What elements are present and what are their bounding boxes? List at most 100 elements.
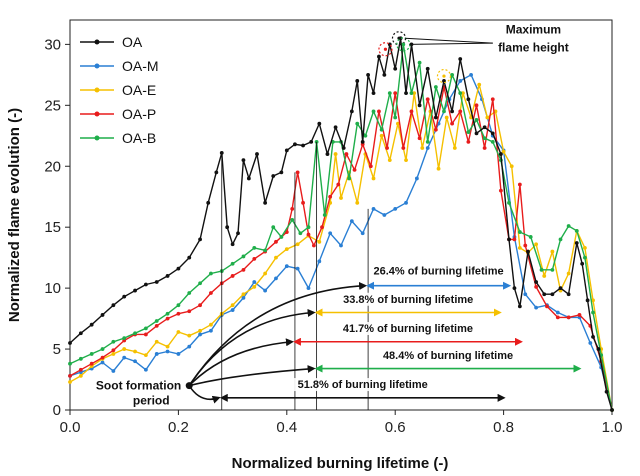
data-point — [306, 225, 311, 230]
data-point — [509, 164, 514, 169]
data-point — [295, 266, 300, 271]
data-point — [566, 315, 571, 320]
data-point — [517, 182, 522, 187]
data-point — [452, 146, 457, 150]
data-point — [534, 242, 539, 247]
data-point — [461, 91, 465, 96]
x-tick-label: 1.0 — [602, 419, 623, 436]
peak-marker-circle — [436, 68, 452, 84]
peak-callout-line — [409, 42, 493, 45]
data-point — [404, 200, 408, 205]
data-point — [111, 303, 116, 308]
y-tick-label: 25 — [44, 97, 61, 114]
data-point — [387, 158, 392, 163]
x-tick-label: 0.0 — [60, 419, 81, 436]
data-point — [252, 285, 257, 289]
data-point — [133, 349, 137, 354]
y-tick-label: 20 — [44, 158, 61, 175]
data-point — [591, 334, 595, 339]
data-point — [78, 331, 83, 336]
data-point — [591, 310, 595, 315]
y-tick-label: 15 — [44, 219, 61, 236]
data-point — [306, 232, 311, 237]
legend-label: OA-E — [122, 82, 156, 98]
data-point — [89, 361, 94, 366]
data-point — [78, 367, 83, 372]
data-point — [566, 271, 571, 276]
peak-marker-dot — [383, 47, 388, 51]
soot-curve-arrow — [188, 385, 221, 404]
series-line — [69, 37, 613, 411]
y-tick-label: 10 — [44, 280, 61, 297]
data-point — [404, 158, 408, 163]
legend-swatch-dot — [94, 87, 100, 93]
data-point — [501, 149, 506, 154]
data-point — [482, 146, 487, 150]
data-point — [165, 349, 170, 354]
data-point — [111, 348, 116, 353]
legend: OA OA-M OA-E OA-P OA-B — [80, 34, 159, 146]
legend-item-oa-b: OA-B — [80, 130, 156, 146]
data-point — [433, 127, 438, 132]
data-point — [450, 109, 455, 114]
data-point — [78, 373, 83, 378]
data-point — [417, 136, 422, 141]
legend-label: OA — [122, 34, 143, 50]
data-point — [485, 115, 490, 120]
y-tick-label: 5 — [53, 341, 61, 358]
data-point — [550, 292, 555, 297]
data-point — [393, 115, 398, 120]
data-point — [263, 288, 268, 293]
data-point — [165, 344, 170, 349]
data-point — [420, 146, 425, 150]
data-point — [176, 352, 181, 356]
data-point — [555, 310, 560, 315]
data-point — [230, 308, 235, 312]
series-oa-p — [68, 85, 614, 412]
soot-curve-arrow — [188, 338, 294, 387]
data-point — [100, 313, 105, 317]
data-point — [347, 176, 352, 181]
data-point — [279, 235, 284, 239]
data-point — [412, 91, 417, 96]
legend-label: OA-B — [122, 130, 156, 146]
data-point — [417, 60, 422, 65]
series-oa — [68, 36, 614, 412]
data-point — [187, 291, 192, 295]
data-point — [507, 237, 511, 242]
data-point — [333, 152, 338, 156]
y-tick-label: 30 — [44, 36, 61, 53]
data-point — [458, 109, 463, 114]
legend-item-oa-m: OA-M — [80, 58, 159, 74]
data-point — [436, 166, 441, 171]
data-point — [122, 355, 127, 360]
data-point — [344, 152, 349, 156]
data-point — [154, 339, 159, 344]
data-point — [355, 79, 360, 83]
data-point — [255, 152, 259, 156]
data-point — [68, 341, 72, 345]
data-point — [371, 207, 376, 211]
data-point — [176, 311, 181, 316]
data-point — [596, 347, 601, 351]
data-point — [379, 127, 384, 132]
data-point — [187, 255, 192, 260]
data-point — [341, 146, 346, 150]
data-point — [458, 57, 463, 61]
data-point — [482, 136, 487, 141]
data-point — [523, 292, 528, 297]
data-point — [477, 82, 482, 87]
data-point — [274, 255, 278, 260]
data-point — [241, 158, 246, 163]
data-point — [387, 91, 392, 96]
data-point — [230, 261, 235, 266]
lifetime-label: 41.7% of burning lifetime — [343, 323, 473, 335]
data-point — [246, 176, 251, 181]
data-point — [490, 131, 495, 136]
data-point — [230, 303, 235, 308]
data-point — [271, 225, 276, 230]
data-point — [604, 389, 609, 394]
data-point — [498, 152, 503, 156]
data-point — [133, 288, 137, 293]
